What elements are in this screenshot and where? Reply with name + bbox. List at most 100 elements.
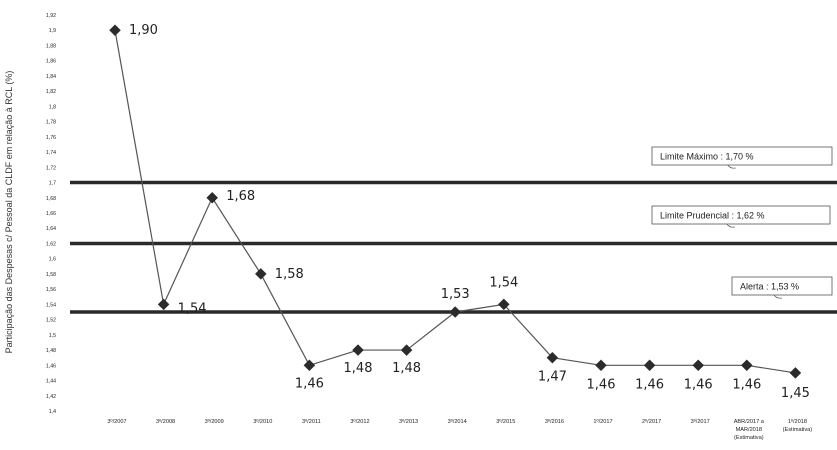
x-tick-label-line: 3º/2012 — [350, 418, 369, 425]
x-tick-label-line: 3º/2013 — [399, 418, 418, 425]
y-tick-label: 1,66 — [46, 211, 56, 217]
callout-label: Limite Prudencial : 1,62 % — [660, 211, 765, 221]
x-tick-label: 3º/2015 — [496, 418, 515, 425]
data-label: 1,46 — [732, 377, 761, 392]
y-axis-title: Participação das Despesas c/ Pessoal da … — [4, 71, 14, 354]
data-point-marker — [449, 306, 462, 318]
y-tick-label: 1,78 — [46, 120, 56, 126]
y-tick-labels: 1,4 1,42 1,44 1,46 1,48 1,5 1,52 1,54 1,56 1,58 1,… — [46, 13, 56, 415]
data-point-marker — [206, 191, 219, 204]
y-tick-label: 1,52 — [46, 318, 56, 324]
data-label: 1,46 — [635, 377, 664, 392]
data-point-marker — [740, 359, 753, 372]
data-label: 1,46 — [684, 377, 713, 392]
x-tick-label-line: ABR/2017 a — [734, 419, 765, 425]
y-tick-label: 1,84 — [46, 74, 56, 80]
data-labels: 1,90 1,54 1,68 1,58 1,46 1,48 1,48 1,53 1,54 1,47… — [129, 23, 810, 401]
data-point-marker — [789, 367, 802, 379]
series-line — [114, 30, 796, 374]
x-tick-label: 3º/2012 — [350, 418, 369, 425]
data-point-marker — [595, 359, 607, 372]
y-tick-label: 1,56 — [46, 287, 56, 293]
x-tick-label-line: 1º/2017 — [593, 418, 612, 425]
callout-pointer — [727, 164, 736, 169]
y-tick-label: 1,44 — [46, 379, 56, 385]
x-tick-label-line: (Estimativa) — [734, 435, 764, 441]
x-tick-label-line: 1º/2018 — [788, 418, 807, 425]
x-tick-label: 3º/2017 — [691, 418, 710, 425]
y-tick-label: 1,9 — [49, 28, 56, 34]
x-tick-label-line: 3º/2017 — [691, 418, 710, 425]
x-tick-label-line: (Estimativa) — [783, 427, 813, 433]
reference-callout: Limite Máximo : 1,70 % — [651, 146, 833, 169]
callout-box — [651, 146, 833, 166]
y-tick-label: 1,7 — [49, 181, 56, 187]
y-tick-label: 1,8 — [49, 104, 56, 110]
x-tick-label: 1º/2017 — [593, 418, 612, 425]
data-point-marker — [303, 359, 316, 372]
reference-callouts: Limite Máximo : 1,70 % Limite Prudencial … — [651, 146, 833, 299]
data-label: 1,90 — [129, 23, 158, 38]
x-tick-label-line: 3º/2015 — [496, 418, 515, 425]
x-tick-label: 3º/2011 — [302, 418, 321, 425]
x-tick-label-line: MAR/2018 — [736, 427, 762, 433]
x-tick-label: 3º/2014 — [448, 418, 467, 425]
data-point-marker — [400, 344, 413, 356]
y-tick-label: 1,64 — [46, 226, 56, 232]
y-axis-label: Participação das Despesas c/ Pessoal da … — [4, 71, 14, 354]
x-tick-label-line: 3º/2007 — [107, 418, 126, 425]
y-tick-label: 1,72 — [46, 165, 56, 171]
callout-box — [651, 205, 831, 225]
x-tick-label: 1º/2018 (Estimativa) — [783, 418, 813, 433]
x-tick-label: 3º/2013 — [399, 418, 418, 425]
data-label: 1,54 — [489, 275, 518, 290]
x-tick-label-line: 3º/2009 — [205, 418, 224, 425]
x-tick-labels: 3º/2007 3º/2008 3º/2009 3º/2010 3º/2011 3º/20… — [107, 418, 812, 441]
data-label: 1,53 — [441, 287, 470, 302]
y-tick-label: 1,5 — [49, 333, 56, 339]
y-tick-label: 1,68 — [46, 196, 56, 202]
series-line-group — [114, 30, 796, 374]
x-tick-label: 3º/2008 — [156, 418, 175, 425]
x-tick-label-line: 3º/2014 — [448, 418, 467, 425]
y-tick-label: 1,54 — [46, 302, 56, 308]
data-label: 1,54 — [178, 301, 207, 316]
x-tick-label-line: 3º/2010 — [253, 418, 272, 425]
y-tick-label: 1,58 — [46, 272, 56, 278]
callout-pointer — [773, 294, 783, 299]
y-tick-label: 1,92 — [46, 13, 56, 19]
x-tick-label: 3º/2009 — [205, 418, 224, 425]
data-label: 1,58 — [275, 267, 304, 282]
data-point-marker — [497, 298, 510, 311]
x-tick-label: 3º/2010 — [253, 418, 272, 425]
data-label: 1,48 — [392, 361, 421, 376]
data-label: 1,46 — [295, 376, 324, 391]
y-tick-label: 1,42 — [46, 394, 56, 400]
x-tick-label: 2º/2017 — [642, 418, 661, 425]
x-tick-label-line: 3º/2008 — [156, 418, 175, 425]
data-point-marker — [643, 359, 656, 372]
x-tick-label-line: 3º/2011 — [302, 418, 321, 425]
x-tick-label-line: 2º/2017 — [642, 418, 661, 425]
callout-box — [731, 276, 833, 296]
data-label: 1,48 — [344, 361, 373, 376]
y-tick-label: 1,4 — [49, 409, 56, 415]
data-markers — [109, 24, 802, 379]
callout-pointer — [726, 223, 735, 228]
data-point-marker — [109, 24, 121, 37]
data-label: 1,45 — [781, 386, 810, 401]
data-point-marker — [352, 344, 364, 356]
data-label: 1,46 — [587, 377, 616, 392]
y-tick-label: 1,74 — [46, 150, 56, 156]
callout-label: Alerta : 1,53 % — [740, 282, 799, 292]
data-point-marker — [254, 268, 267, 280]
data-label: 1,68 — [226, 189, 255, 204]
y-tick-label: 1,6 — [49, 257, 56, 263]
x-tick-label-line: 3º/2016 — [545, 418, 564, 425]
reference-callout: Alerta : 1,53 % — [731, 276, 833, 299]
x-tick-label: ABR/2017 a MAR/2018 (Estimativa) — [734, 419, 765, 441]
y-tick-label: 1,48 — [46, 348, 56, 354]
x-tick-label: 3º/2007 — [107, 418, 126, 425]
y-tick-label: 1,76 — [46, 135, 56, 141]
